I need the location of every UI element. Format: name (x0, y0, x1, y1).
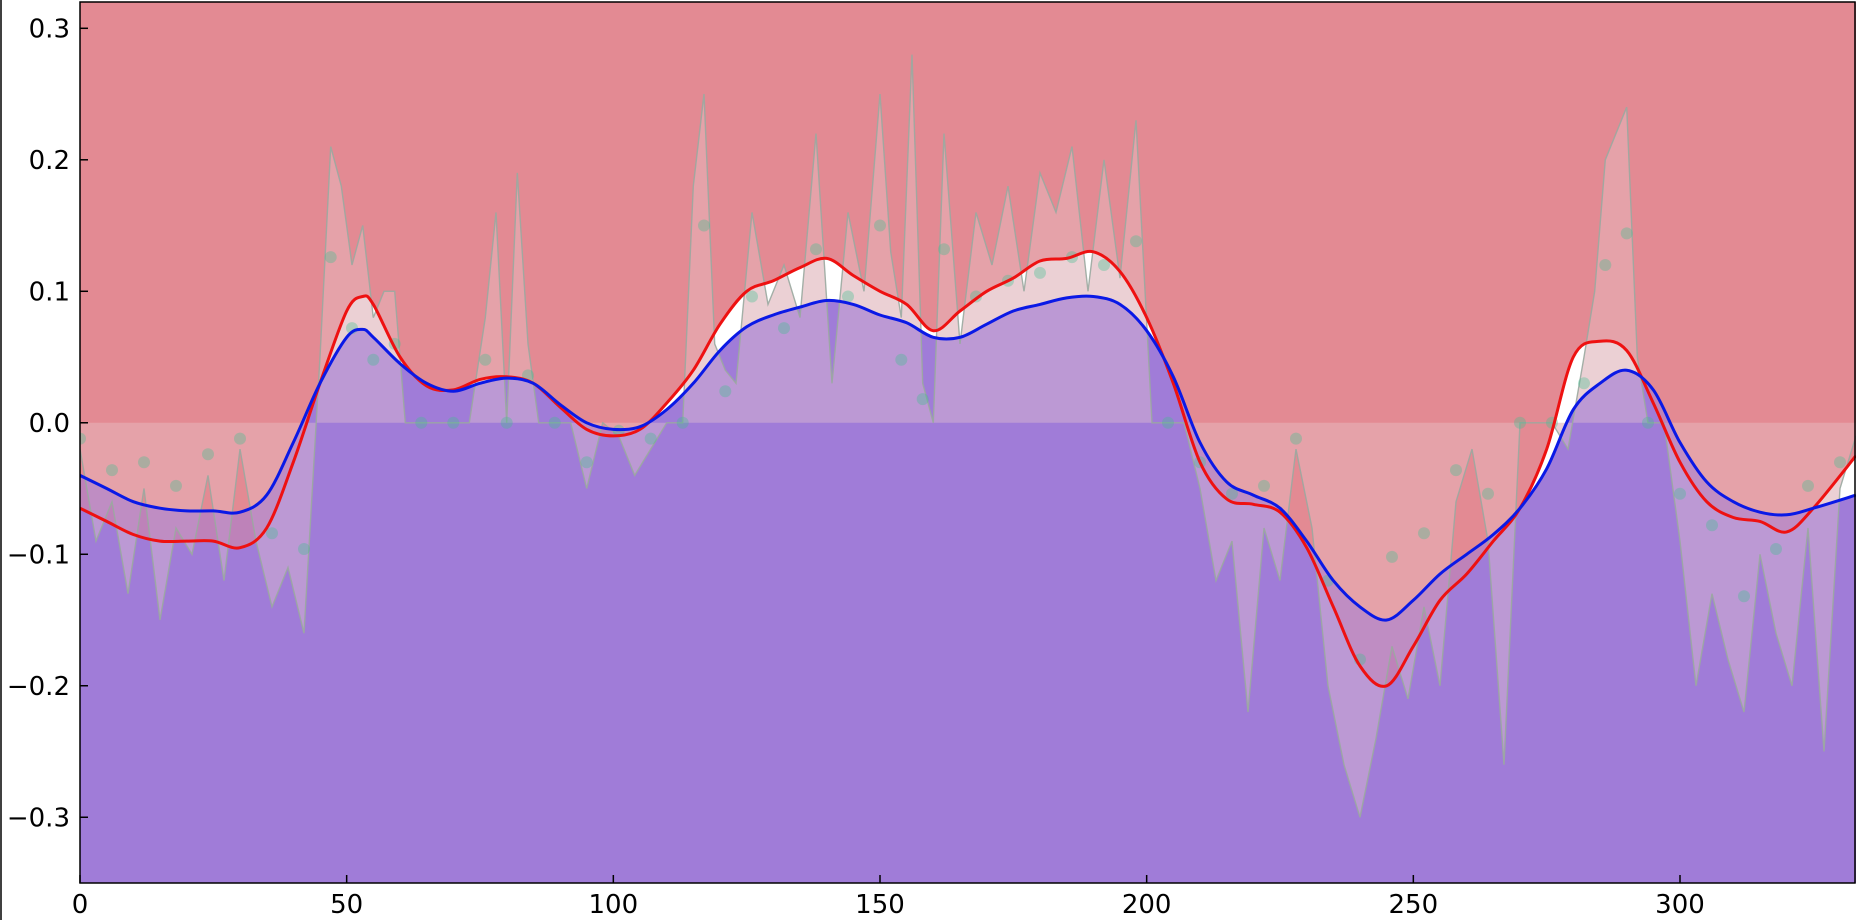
raw-series-marker (1514, 416, 1526, 429)
raw-series-marker (1834, 456, 1846, 469)
raw-series-marker (548, 416, 561, 429)
raw-series-marker (1578, 377, 1590, 390)
raw-series-marker (500, 416, 513, 429)
raw-series-marker (874, 219, 886, 232)
raw-series-marker (1290, 432, 1302, 445)
raw-series-marker (895, 353, 908, 366)
x-tick-label: 150 (855, 890, 905, 920)
raw-series-marker (1034, 266, 1046, 279)
raw-series-marker (1770, 543, 1782, 555)
raw-series-marker (1386, 550, 1398, 563)
raw-series-line (80, 54, 1856, 818)
raw-series-marker (719, 385, 732, 398)
raw-series-marker (138, 456, 150, 469)
raw-series-marker (810, 243, 822, 256)
y-tick-label: 0.0 (29, 409, 70, 439)
raw-series-marker (1450, 464, 1462, 477)
raw-series-marker (1802, 479, 1814, 492)
y-tick-label: −0.2 (7, 672, 70, 702)
x-tick-label: 300 (1655, 890, 1705, 920)
upper-area-overlay (80, 2, 1856, 687)
raw-series-marker (1418, 527, 1430, 540)
raw-series-marker (1738, 590, 1750, 603)
raw-series-marker (916, 393, 929, 406)
raw-series-marker (1674, 487, 1686, 500)
raw-series-marker (324, 251, 337, 264)
raw-series-marker (415, 416, 428, 429)
x-tick-label: 200 (1122, 890, 1172, 920)
raw-series-marker (106, 464, 118, 477)
y-tick-label: 0.2 (29, 146, 70, 176)
raw-series-marker (1098, 259, 1110, 271)
raw-series-marker (1482, 487, 1494, 500)
raw-series-marker (1226, 487, 1238, 500)
lower-area-overlay (80, 296, 1856, 883)
y-tick-label: −0.3 (7, 803, 70, 833)
y-tick-label: 0.3 (29, 14, 70, 44)
raw-series-marker (778, 322, 790, 335)
raw-series-marker (202, 448, 214, 461)
x-tick-label: 0 (72, 890, 89, 920)
y-tick-label: −0.1 (7, 540, 70, 570)
plot-frame (79, 1, 1856, 884)
raw-series-marker (298, 543, 310, 555)
x-tick-label: 100 (589, 890, 639, 920)
raw-series-marker (367, 353, 380, 366)
raw-series-marker (580, 456, 593, 469)
raw-series-marker (1162, 416, 1174, 429)
raw-series-marker (80, 432, 86, 445)
x-tick-label: 250 (1389, 890, 1439, 920)
raw-series-marker (479, 353, 492, 366)
raw-series-marker (842, 290, 854, 303)
raw-series-marker (676, 416, 689, 429)
raw-series-marker (266, 527, 278, 540)
raw-series-marker (447, 416, 460, 429)
raw-series-marker (170, 479, 182, 492)
raw-series-marker (1706, 519, 1718, 532)
raw-series-marker (1620, 227, 1633, 240)
raw-series-marker (234, 432, 246, 445)
raw-series-marker (1130, 235, 1142, 248)
raw-series-marker (1642, 416, 1654, 429)
raw-series-marker (1258, 479, 1270, 492)
raw-series-marker (1599, 259, 1612, 271)
raw-series-marker (644, 432, 657, 445)
plot-area (80, 2, 1856, 883)
y-tick-label: 0.1 (29, 277, 70, 307)
raw-series-marker (698, 219, 710, 232)
red-smooth-line (80, 249, 1856, 688)
blue-smooth-line (80, 294, 1856, 622)
raw-series-marker (746, 290, 758, 303)
raw-series-marker (938, 243, 950, 256)
x-tick-label: 50 (330, 890, 363, 920)
